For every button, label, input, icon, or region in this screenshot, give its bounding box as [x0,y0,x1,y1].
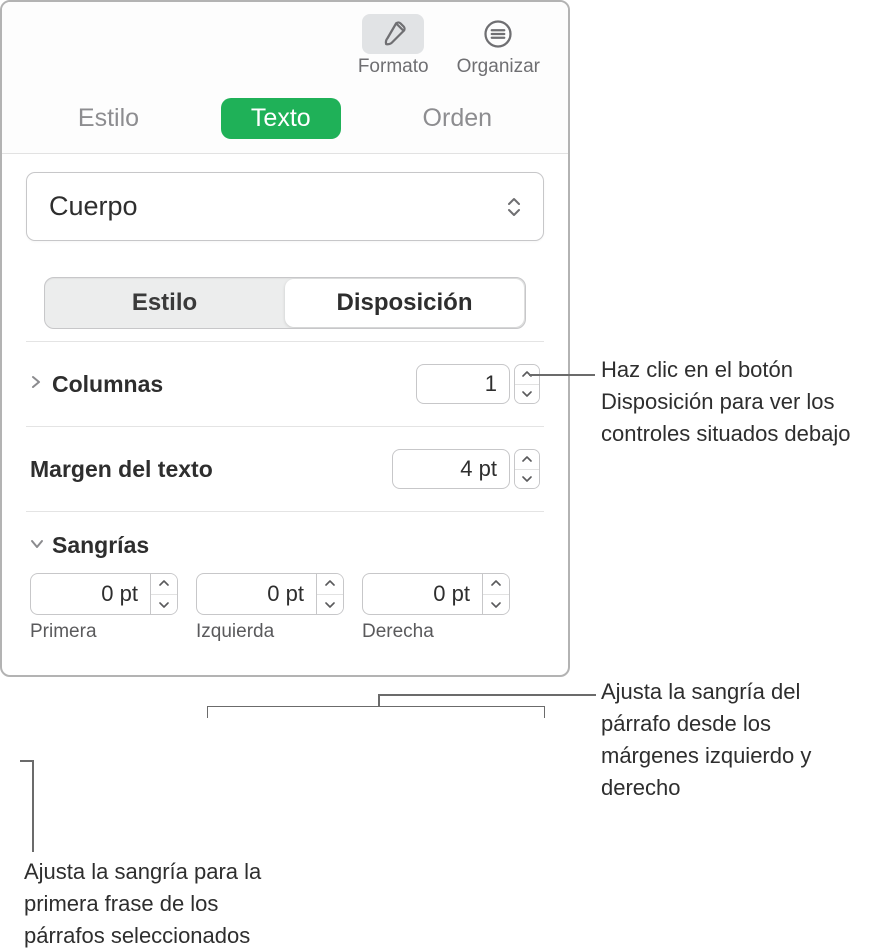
indent-first-step-down[interactable] [151,595,177,615]
inspector-toolbar: Formato Organizar [2,2,568,88]
indent-left-label: Izquierda [196,621,344,643]
callout-layout-button: Haz clic en el botón Disposición para ve… [601,354,856,450]
indent-first-group: Primera [30,573,178,643]
paragraph-style-value: Cuerpo [49,191,138,222]
organize-toolbar-button[interactable]: Organizar [449,10,548,82]
columns-stepper [416,364,540,404]
indent-first-step-up[interactable] [151,574,177,595]
chevron-right-icon[interactable] [30,375,48,394]
chevron-down-icon [30,537,48,555]
indents-header[interactable]: Sangrías [26,511,544,573]
columns-label: Columnas [30,371,163,398]
chevron-updown-icon [507,197,521,217]
brush-icon [362,14,424,54]
text-margin-stepper [392,449,540,489]
indent-right-step-up[interactable] [483,574,509,595]
columns-stepper-buttons [514,364,540,404]
columns-step-down[interactable] [515,385,539,404]
organize-toolbar-label: Organizar [457,56,540,78]
indent-left-step-up[interactable] [317,574,343,595]
organize-icon [467,14,529,54]
callout-line [378,694,380,706]
columns-label-text: Columnas [52,371,163,398]
callout-paragraph-indent: Ajusta la sangría del párrafo desde los … [601,676,863,804]
callout-line [32,760,34,852]
text-margin-step-up[interactable] [515,450,539,470]
callout-line [20,760,32,762]
callout-line [529,374,595,376]
indents-label: Sangrías [52,532,149,559]
format-inspector-panel: Formato Organizar Estilo Texto Orden Cue… [0,0,570,677]
indents-row: Primera Izquierda [26,573,544,647]
callout-first-line-indent: Ajusta la sangría para la primera frase … [24,856,304,952]
segmented-disposicion[interactable]: Disposición [285,279,524,327]
text-margin-stepper-buttons [514,449,540,489]
text-margin-input[interactable] [392,449,510,489]
indent-first-label: Primera [30,621,178,643]
indent-right-group: Derecha [362,573,510,643]
style-layout-segmented: Estilo Disposición [44,277,526,329]
columns-row: Columnas [26,341,544,426]
tab-orden[interactable]: Orden [393,98,522,139]
indent-left-input[interactable] [196,573,316,615]
callout-line [378,694,596,696]
indent-left-step-down[interactable] [317,595,343,615]
segmented-estilo[interactable]: Estilo [45,278,284,328]
format-toolbar-button[interactable]: Formato [350,10,437,82]
text-margin-step-down[interactable] [515,470,539,489]
format-toolbar-label: Formato [358,56,429,78]
tab-estilo[interactable]: Estilo [48,98,169,139]
callout-bracket [207,706,545,718]
paragraph-style-select[interactable]: Cuerpo [26,172,544,241]
view-tabs: Estilo Texto Orden [2,88,568,154]
text-margin-row: Margen del texto [26,426,544,511]
indent-left-group: Izquierda [196,573,344,643]
tab-texto[interactable]: Texto [221,98,341,139]
indent-right-step-down[interactable] [483,595,509,615]
indent-right-label: Derecha [362,621,510,643]
text-inspector-content: Cuerpo Estilo Disposición Columnas [2,154,568,675]
indent-right-input[interactable] [362,573,482,615]
columns-input[interactable] [416,364,510,404]
indent-first-input[interactable] [30,573,150,615]
text-margin-label: Margen del texto [30,456,213,483]
